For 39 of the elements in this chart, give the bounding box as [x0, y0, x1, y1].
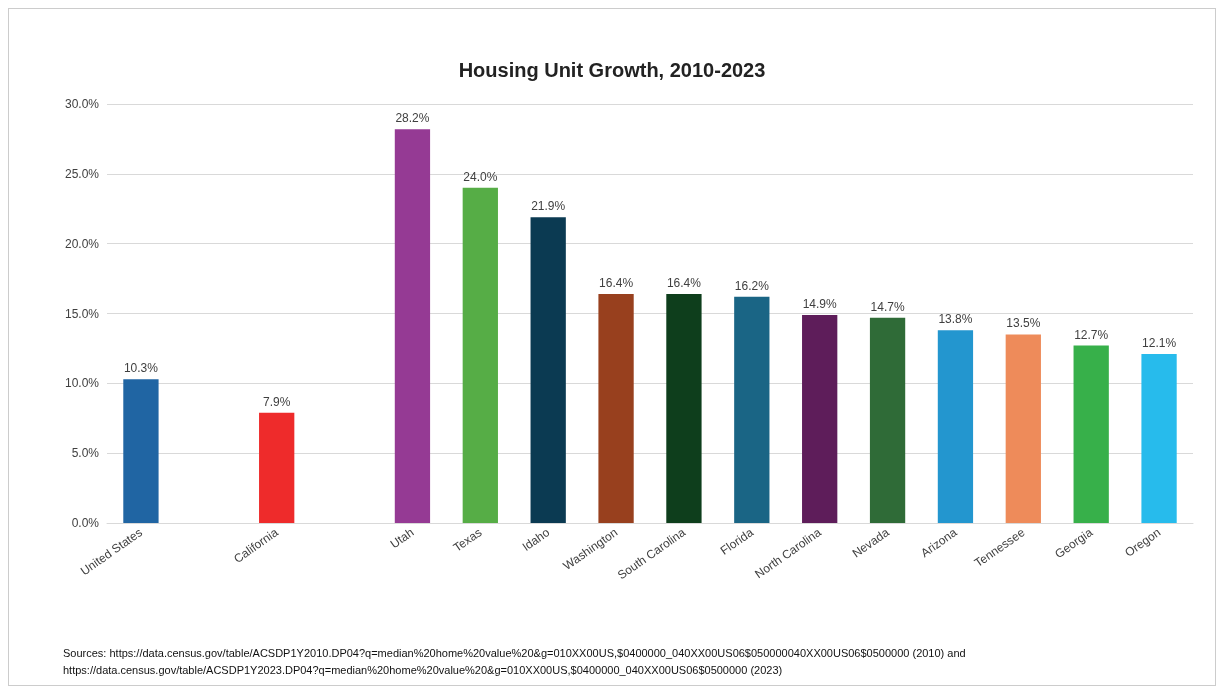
bar — [123, 379, 159, 523]
data-label: 21.9% — [531, 199, 566, 214]
bar — [394, 129, 431, 523]
data-label: 10.3% — [123, 361, 159, 376]
y-tick-label: 5.0% — [71, 446, 100, 461]
data-label: 24.0% — [463, 169, 498, 184]
data-label: 13.8% — [938, 312, 973, 327]
data-label: 28.2% — [395, 111, 430, 126]
bar — [937, 330, 974, 523]
y-tick-label: 30.0% — [64, 97, 100, 111]
data-label: 14.7% — [870, 299, 905, 314]
chart-title: Housing Unit Growth, 2010-2023 — [458, 59, 766, 81]
data-label: 13.5% — [1006, 316, 1041, 331]
text: https://data.census.gov/table/ACSDP1Y2023.DP04?q=median%20home%20value%20&g=010XX00US,$0400000_040XX00US06$0500000 (2023) — [63, 663, 783, 676]
bar — [666, 293, 702, 523]
bar — [530, 217, 566, 523]
x-tick-label: Utah — [387, 525, 417, 552]
bar — [734, 296, 770, 523]
y-tick-label: 10.0% — [64, 376, 100, 391]
data-label: 7.9% — [263, 394, 291, 409]
bar — [1073, 345, 1109, 523]
bar — [1005, 334, 1041, 523]
bar — [462, 187, 498, 523]
y-tick-label: 0.0% — [71, 516, 100, 530]
data-label: 16.2% — [734, 278, 770, 293]
source-note: Sources: https://data.census.gov/table/ACSDP1Y2010.DP04?q=median%20home%20value%20&g=010XX00US,$0400000_040XX00US06$050000040XX00US06$0500000 (2010) and — [63, 646, 966, 659]
bar — [259, 412, 295, 523]
y-tick-label: 15.0% — [64, 306, 100, 321]
bar — [1141, 354, 1177, 523]
data-label: 12.7% — [1074, 327, 1109, 342]
data-label: 12.1% — [1142, 336, 1177, 350]
y-tick-label: 20.0% — [64, 236, 100, 251]
data-label: 16.4% — [599, 275, 634, 290]
y-tick-label: 25.0% — [64, 166, 100, 181]
data-label: 14.9% — [802, 296, 838, 311]
bar — [598, 293, 634, 523]
bar — [802, 314, 838, 523]
data-label: 16.4% — [666, 275, 702, 290]
bar — [869, 317, 906, 523]
